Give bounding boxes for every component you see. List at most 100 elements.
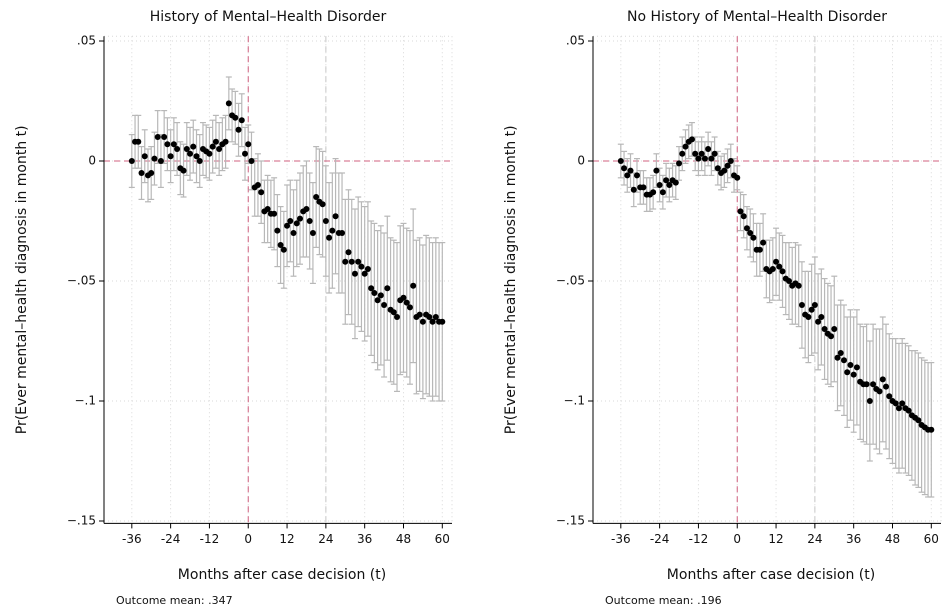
point [633, 172, 640, 179]
point [692, 150, 699, 157]
point [406, 304, 413, 311]
point [666, 182, 673, 188]
point [303, 206, 310, 212]
y-axis-label: Pr(Ever mental–health diagnosis in month… [14, 125, 30, 434]
point [815, 318, 822, 325]
point [805, 314, 812, 320]
y-tick-label: −.05 [556, 274, 585, 288]
point [853, 364, 860, 371]
point [627, 167, 634, 174]
y-tick-label: −.05 [67, 274, 96, 288]
y-axis-label: Pr(Ever mental–health diagnosis in month… [503, 125, 519, 434]
point [653, 167, 660, 174]
point [271, 210, 278, 217]
point [895, 405, 902, 412]
x-tick-label: 60 [924, 532, 939, 546]
point [384, 285, 391, 292]
point [740, 213, 747, 220]
point [258, 189, 265, 196]
point [640, 184, 647, 191]
point [672, 179, 679, 186]
point [306, 218, 313, 224]
point [161, 134, 168, 140]
point [322, 218, 329, 224]
point [798, 302, 805, 308]
point [711, 150, 718, 157]
point [656, 182, 663, 188]
point [390, 309, 397, 316]
point [196, 158, 203, 164]
point [128, 158, 135, 164]
point [708, 155, 715, 162]
point [138, 170, 145, 176]
point [394, 314, 401, 320]
point [866, 398, 873, 404]
point [290, 230, 297, 236]
point [695, 155, 702, 162]
x-axis-label: Months after case decision (t) [178, 567, 386, 583]
x-tick-label: 24 [318, 532, 333, 546]
point [225, 100, 232, 107]
note: Outcome mean: .347 [116, 594, 233, 607]
point [737, 208, 744, 215]
y-tick-label: .05 [566, 34, 585, 48]
x-tick-label: 12 [279, 532, 294, 546]
point [400, 294, 407, 301]
point [676, 160, 683, 167]
point [847, 362, 854, 368]
point [164, 141, 171, 148]
point [876, 388, 883, 395]
point [135, 138, 142, 145]
note: Outcome mean: .196 [605, 594, 722, 607]
point [705, 146, 712, 152]
point [361, 270, 368, 277]
point [701, 155, 708, 162]
point [419, 318, 426, 325]
point [870, 381, 877, 388]
point [348, 258, 355, 265]
point [811, 302, 818, 308]
point [222, 138, 229, 145]
point [238, 117, 245, 124]
point [840, 357, 847, 364]
point [850, 371, 857, 378]
point [364, 266, 371, 272]
point [808, 306, 815, 313]
point [905, 407, 912, 414]
point [284, 222, 291, 229]
point [157, 158, 164, 164]
y-tick-label: −.1 [563, 394, 585, 408]
point [439, 318, 446, 325]
x-tick-label: -12 [689, 532, 709, 546]
point [828, 333, 835, 340]
x-tick-label: 0 [733, 532, 741, 546]
point [679, 150, 686, 157]
point [174, 146, 181, 152]
point [287, 218, 294, 224]
point [743, 225, 750, 232]
y-tick-label: 0 [88, 154, 96, 168]
point [621, 165, 628, 172]
point [779, 268, 786, 275]
point [339, 230, 346, 236]
x-tick-label: 12 [768, 532, 783, 546]
point [883, 383, 890, 390]
point [167, 153, 174, 160]
point [928, 426, 935, 433]
point [170, 141, 177, 148]
point [886, 393, 893, 400]
y-tick-label: 0 [577, 154, 585, 168]
point [264, 206, 271, 212]
point [183, 146, 190, 152]
y-tick-label: −.1 [74, 394, 96, 408]
point [277, 242, 284, 248]
point [432, 314, 439, 320]
point [663, 177, 670, 184]
point [209, 143, 216, 150]
x-tick-label: 48 [396, 532, 411, 546]
point [682, 143, 689, 150]
point [410, 282, 417, 289]
point [293, 220, 300, 227]
